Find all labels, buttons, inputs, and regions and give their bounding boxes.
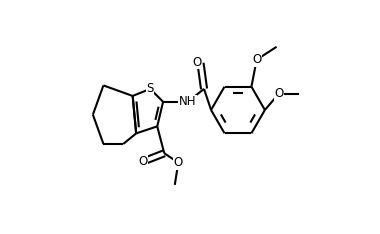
Text: NH: NH xyxy=(179,95,196,108)
Text: S: S xyxy=(147,82,154,95)
Text: O: O xyxy=(174,156,183,169)
Text: O: O xyxy=(192,55,201,69)
Text: O: O xyxy=(274,87,283,100)
Text: O: O xyxy=(139,155,148,168)
Text: O: O xyxy=(252,53,261,66)
